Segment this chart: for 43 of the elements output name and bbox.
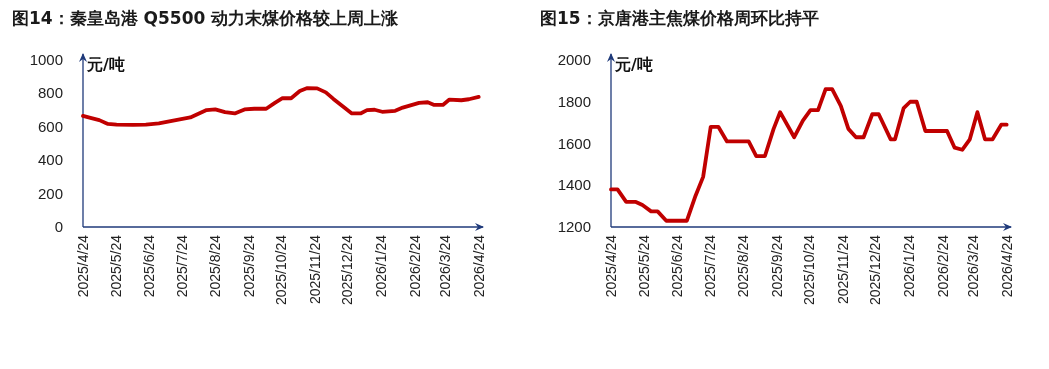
x-tick-label: 2025/5/24 xyxy=(635,234,652,298)
y-tick-label: 400 xyxy=(37,151,63,169)
x-tick-label: 2025/6/24 xyxy=(141,234,158,298)
y-tick-label: 1600 xyxy=(557,134,591,152)
x-tick-label: 2025/12/24 xyxy=(867,234,884,306)
x-tick-label: 2026/2/24 xyxy=(934,234,951,298)
x-tick-label: 2026/4/24 xyxy=(998,234,1015,298)
x-tick-label: 2026/4/24 xyxy=(470,234,487,298)
x-tick-label: 2025/10/24 xyxy=(273,234,290,306)
x-tick-label: 2025/9/24 xyxy=(240,234,257,298)
y-axis-title: 元/吨 xyxy=(614,55,653,74)
x-tick-label: 2026/1/24 xyxy=(373,234,390,298)
x-tick-label: 2026/3/24 xyxy=(965,234,982,298)
y-tick-label: 0 xyxy=(54,218,63,235)
x-tick-label: 2025/9/24 xyxy=(768,234,785,298)
x-tick-label: 2025/6/24 xyxy=(669,234,686,298)
x-tick-label: 2025/4/24 xyxy=(603,234,619,298)
x-tick-label: 2025/10/24 xyxy=(801,234,818,306)
x-tick-label: 2025/7/24 xyxy=(173,234,190,298)
line-series xyxy=(81,86,481,127)
x-tick-label: 2026/3/24 xyxy=(437,234,454,298)
y-tick-label: 1200 xyxy=(557,218,591,235)
y-tick-label: 200 xyxy=(37,184,63,202)
y-tick-label: 600 xyxy=(37,117,63,135)
x-tick-label: 2025/11/24 xyxy=(306,234,323,305)
chart-title: 图14：秦皇岛港 Q5500 动力末煤价格较上周上涨 xyxy=(12,8,400,28)
x-tick-label: 2025/11/24 xyxy=(834,234,851,305)
x-tick-label: 2025/5/24 xyxy=(107,234,124,298)
y-tick-label: 1400 xyxy=(557,176,591,194)
y-tick-label: 1800 xyxy=(557,92,591,110)
x-tick-label: 2025/4/24 xyxy=(75,234,91,298)
x-tick-label: 2026/1/24 xyxy=(901,234,918,298)
x-tick-label: 2026/2/24 xyxy=(406,234,423,298)
y-tick-label: 800 xyxy=(37,84,63,102)
line-series xyxy=(609,87,1009,223)
x-tick-label: 2025/7/24 xyxy=(701,234,718,298)
y-tick-label: 1000 xyxy=(29,51,63,68)
y-tick-label: 2000 xyxy=(557,51,591,68)
x-tick-label: 2025/8/24 xyxy=(735,234,752,298)
x-tick-label: 2025/12/24 xyxy=(339,234,356,306)
x-tick-label: 2025/8/24 xyxy=(207,234,224,298)
chart-title: 图15：京唐港主焦煤价格周环比持平 xyxy=(540,8,819,28)
y-axis-title: 元/吨 xyxy=(86,55,125,74)
